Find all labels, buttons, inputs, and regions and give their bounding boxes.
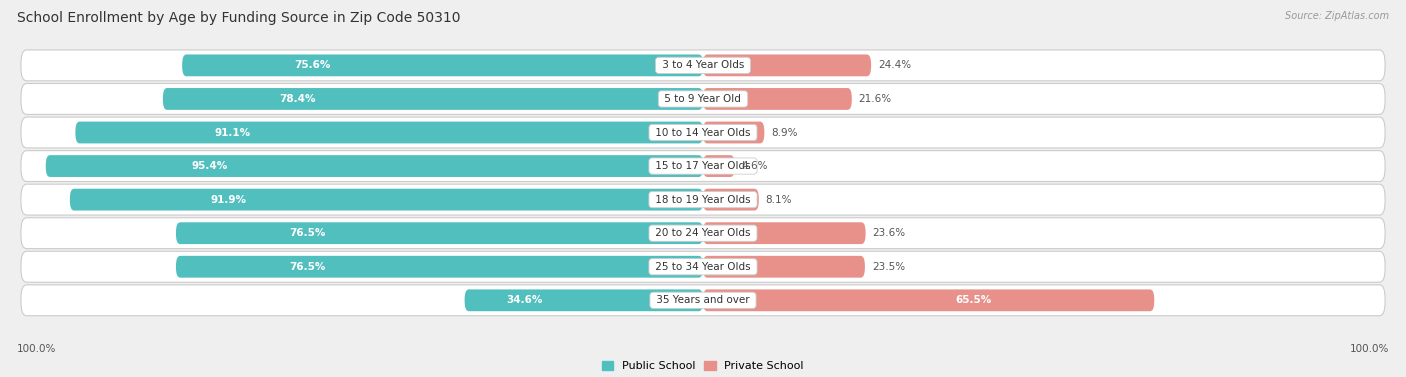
Text: 65.5%: 65.5% (956, 295, 991, 305)
Text: 23.5%: 23.5% (872, 262, 905, 272)
FancyBboxPatch shape (703, 88, 852, 110)
Text: 78.4%: 78.4% (280, 94, 316, 104)
Text: 21.6%: 21.6% (859, 94, 891, 104)
Text: 100.0%: 100.0% (17, 344, 56, 354)
Text: 25 to 34 Year Olds: 25 to 34 Year Olds (652, 262, 754, 272)
Text: 91.1%: 91.1% (214, 127, 250, 138)
Text: 100.0%: 100.0% (1350, 344, 1389, 354)
Text: 91.9%: 91.9% (209, 195, 246, 205)
FancyBboxPatch shape (70, 189, 703, 210)
FancyBboxPatch shape (21, 151, 1385, 181)
FancyBboxPatch shape (21, 117, 1385, 148)
Text: 75.6%: 75.6% (294, 60, 330, 70)
Text: 34.6%: 34.6% (506, 295, 543, 305)
FancyBboxPatch shape (703, 256, 865, 277)
Text: 4.6%: 4.6% (741, 161, 768, 171)
FancyBboxPatch shape (76, 122, 703, 143)
FancyBboxPatch shape (46, 155, 703, 177)
FancyBboxPatch shape (21, 83, 1385, 114)
FancyBboxPatch shape (21, 50, 1385, 81)
FancyBboxPatch shape (703, 54, 872, 76)
FancyBboxPatch shape (703, 155, 735, 177)
Text: 95.4%: 95.4% (193, 161, 228, 171)
FancyBboxPatch shape (21, 251, 1385, 282)
Text: 10 to 14 Year Olds: 10 to 14 Year Olds (652, 127, 754, 138)
FancyBboxPatch shape (21, 285, 1385, 316)
Text: 3 to 4 Year Olds: 3 to 4 Year Olds (658, 60, 748, 70)
FancyBboxPatch shape (163, 88, 703, 110)
Legend: Public School, Private School: Public School, Private School (598, 356, 808, 375)
Text: 8.9%: 8.9% (772, 127, 797, 138)
FancyBboxPatch shape (703, 122, 765, 143)
Text: 76.5%: 76.5% (290, 262, 326, 272)
Text: 23.6%: 23.6% (873, 228, 905, 238)
FancyBboxPatch shape (176, 222, 703, 244)
Text: 76.5%: 76.5% (290, 228, 326, 238)
Text: School Enrollment by Age by Funding Source in Zip Code 50310: School Enrollment by Age by Funding Sour… (17, 11, 460, 25)
Text: 15 to 17 Year Olds: 15 to 17 Year Olds (652, 161, 754, 171)
FancyBboxPatch shape (183, 54, 703, 76)
FancyBboxPatch shape (703, 290, 1154, 311)
FancyBboxPatch shape (176, 256, 703, 277)
FancyBboxPatch shape (703, 222, 866, 244)
FancyBboxPatch shape (21, 218, 1385, 248)
FancyBboxPatch shape (21, 184, 1385, 215)
Text: 8.1%: 8.1% (766, 195, 792, 205)
Text: Source: ZipAtlas.com: Source: ZipAtlas.com (1285, 11, 1389, 21)
Text: 24.4%: 24.4% (877, 60, 911, 70)
Text: 20 to 24 Year Olds: 20 to 24 Year Olds (652, 228, 754, 238)
FancyBboxPatch shape (703, 189, 759, 210)
Text: 5 to 9 Year Old: 5 to 9 Year Old (661, 94, 745, 104)
Text: 35 Years and over: 35 Years and over (652, 295, 754, 305)
FancyBboxPatch shape (464, 290, 703, 311)
Text: 18 to 19 Year Olds: 18 to 19 Year Olds (652, 195, 754, 205)
